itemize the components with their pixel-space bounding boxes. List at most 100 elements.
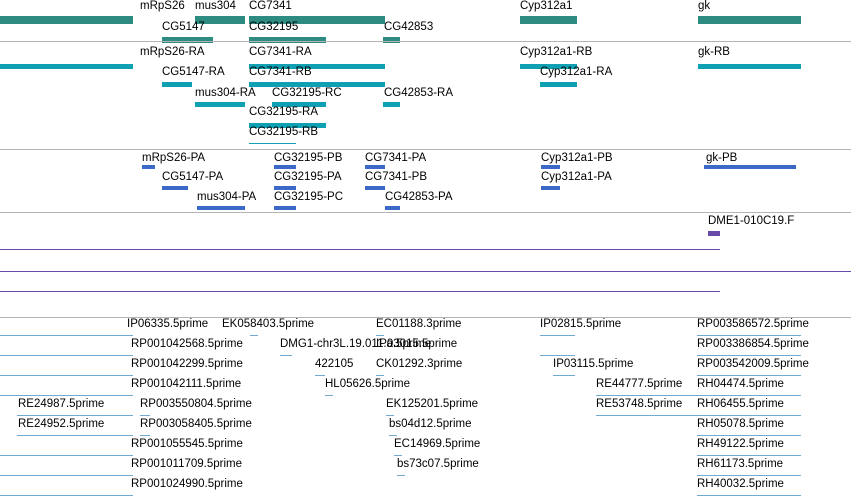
mrps26-feature[interactable] bbox=[0, 16, 133, 24]
cyp312a1-rb-feature[interactable] bbox=[520, 64, 577, 69]
ek058403-5prime-feature[interactable] bbox=[250, 335, 258, 336]
cg5147-ra-feature[interactable] bbox=[162, 82, 192, 87]
cg32195-rc-label: CG32195-RC bbox=[272, 87, 342, 99]
bs73c07-5prime-label: bs73c07.5prime bbox=[397, 458, 479, 470]
rp001011709-5prime-feature[interactable] bbox=[0, 475, 133, 476]
cg32195-feature[interactable] bbox=[249, 37, 326, 43]
cg42853-feature[interactable] bbox=[383, 37, 400, 43]
re53748-5prime-label: RE53748.5prime bbox=[596, 398, 683, 410]
rp001055545-5prime-label: RP001055545.5prime bbox=[131, 438, 243, 450]
rh06455-5prime-feature[interactable] bbox=[697, 415, 801, 416]
cg7341-ra-feature[interactable] bbox=[249, 64, 385, 69]
mrps26-ra-feature[interactable] bbox=[0, 64, 133, 69]
cg32195-ra-feature[interactable] bbox=[249, 123, 326, 128]
dmg1-chr3l-19-011-a-5prime-feature[interactable] bbox=[280, 355, 292, 356]
cyp312a1-ra-feature[interactable] bbox=[540, 82, 577, 87]
cg5147-ra-label: CG5147-RA bbox=[162, 66, 225, 78]
cg7341-pb-feature[interactable] bbox=[365, 186, 385, 190]
rp001042299-5prime-feature[interactable] bbox=[0, 375, 133, 376]
bs73c07-5prime-feature[interactable] bbox=[397, 475, 405, 476]
cyp312a1-pb-label: Cyp312a1-PB bbox=[541, 152, 613, 164]
cg5147-pa-feature[interactable] bbox=[162, 186, 188, 190]
rp001055545-5prime-feature[interactable] bbox=[0, 455, 133, 456]
gk-feature[interactable] bbox=[698, 16, 801, 24]
re24952-5prime-label: RE24952.5prime bbox=[18, 418, 105, 430]
hl05626-5prime-label: HL05626.5prime bbox=[325, 378, 411, 390]
rh04474-5prime-feature[interactable] bbox=[697, 395, 801, 396]
cyp312a1-pa-feature[interactable] bbox=[541, 186, 560, 190]
gk-pb-feature[interactable] bbox=[704, 165, 796, 169]
ck01292-3prime-label: CK01292.3prime bbox=[376, 358, 463, 370]
protein-track: mRpS26-PA CG5147-PA mus304-PA CG32195-PB CG3… bbox=[0, 150, 851, 212]
ip03115-5prime-feature[interactable] bbox=[553, 375, 575, 376]
rp003542009-5prime-label: RP003542009.5prime bbox=[697, 358, 809, 370]
ip02815-5prime-label: IP02815.5prime bbox=[540, 318, 622, 330]
rp001042111-5prime-feature[interactable] bbox=[0, 395, 133, 396]
mus304-pa-feature[interactable] bbox=[197, 206, 245, 210]
ip03015-5prime-feature[interactable] bbox=[540, 355, 575, 356]
rp001042568-5prime-feature[interactable] bbox=[0, 355, 133, 356]
rh40032-5prime-feature[interactable] bbox=[697, 495, 801, 496]
cg32195-pb-feature[interactable] bbox=[274, 165, 296, 169]
mus304-feature[interactable] bbox=[195, 16, 245, 24]
cg42853-pa-feature[interactable] bbox=[385, 206, 400, 210]
cyp312a1-feature[interactable] bbox=[520, 16, 577, 24]
ip06335-5prime-feature[interactable] bbox=[0, 335, 133, 336]
gk-label: gk bbox=[698, 0, 711, 12]
rp003058405-5prime-feature[interactable] bbox=[140, 435, 150, 436]
re24952-5prime-feature[interactable] bbox=[17, 435, 133, 436]
mrna-track: mRpS26-RA CG5147-RA mus304-RA CG7341-RA CG73… bbox=[0, 42, 851, 149]
rp003386854-5prime-feature[interactable] bbox=[697, 355, 801, 356]
rp001024990-5prime-feature[interactable] bbox=[0, 495, 133, 496]
rh49122-5prime-label: RH49122.5prime bbox=[697, 438, 784, 450]
cg32195-pc-feature[interactable] bbox=[274, 206, 296, 210]
cg7341-pa-feature[interactable] bbox=[365, 165, 385, 169]
rh04474-5prime-label: RH04474.5prime bbox=[697, 378, 784, 390]
ck01292-3prime-feature[interactable] bbox=[376, 375, 384, 376]
re24987-5prime-feature[interactable] bbox=[17, 415, 133, 416]
cg7341-rb-feature[interactable] bbox=[249, 82, 385, 87]
rp003586572-5prime-label: RP003586572.5prime bbox=[697, 318, 809, 330]
est-track: IP06335.5prime EK058403.5prime EC01188.3pr… bbox=[0, 318, 851, 501]
mrps26-pa-label: mRpS26-PA bbox=[142, 152, 206, 164]
mrps26-pa-feature[interactable] bbox=[142, 165, 155, 169]
rp003550804-5prime-feature[interactable] bbox=[140, 415, 150, 416]
ec14969-5prime-feature[interactable] bbox=[394, 455, 402, 456]
rp003542009-5prime-feature[interactable] bbox=[697, 375, 801, 376]
gk-rb-feature[interactable] bbox=[698, 64, 801, 69]
cg32195-pa-label: CG32195-PA bbox=[274, 171, 342, 183]
cg32195-pa-feature[interactable] bbox=[274, 186, 296, 190]
ek125201-5prime-feature[interactable] bbox=[386, 415, 394, 416]
hl05626-5prime-feature[interactable] bbox=[325, 395, 333, 396]
mus304-pa-label: mus304-PA bbox=[197, 191, 257, 203]
rh05078-5prime-label: RH05078.5prime bbox=[697, 418, 784, 430]
mus304-ra-feature[interactable] bbox=[195, 102, 245, 107]
clone-line-feature[interactable] bbox=[0, 271, 851, 272]
422105-feature[interactable] bbox=[315, 375, 325, 376]
cg7341-pb-label: CG7341-PB bbox=[365, 171, 428, 183]
cyp312a1-pb-feature[interactable] bbox=[541, 165, 560, 169]
mus304-label: mus304 bbox=[195, 0, 236, 12]
rh49122-5prime-feature[interactable] bbox=[697, 455, 801, 456]
cg42853-pa-label: CG42853-PA bbox=[385, 191, 453, 203]
rp003586572-5prime-feature[interactable] bbox=[697, 335, 801, 336]
ec14969-5prime-label: EC14969.5prime bbox=[394, 438, 481, 450]
clone-line-feature[interactable] bbox=[0, 291, 720, 292]
cg32195-rc-feature[interactable] bbox=[272, 102, 326, 107]
ek058403-5prime-label: EK058403.5prime bbox=[222, 318, 315, 330]
cg32195-ra-label: CG32195-RA bbox=[249, 106, 319, 118]
cg7341-feature[interactable] bbox=[249, 16, 385, 24]
cg5147-feature[interactable] bbox=[162, 37, 213, 43]
rh61173-5prime-feature[interactable] bbox=[697, 475, 801, 476]
bs04d12-5prime-label: bs04d12.5prime bbox=[389, 418, 472, 430]
ip02815-5prime-feature[interactable] bbox=[540, 335, 575, 336]
rh05078-5prime-feature[interactable] bbox=[697, 435, 801, 436]
track-separator bbox=[0, 41, 851, 42]
cg32195-rb-feature[interactable] bbox=[249, 143, 296, 144]
cg42853-ra-feature[interactable] bbox=[383, 102, 400, 107]
dme1-010c19-f-feature[interactable] bbox=[708, 231, 720, 236]
bs04d12-5prime-feature[interactable] bbox=[389, 435, 397, 436]
clone-line-feature[interactable] bbox=[0, 249, 720, 250]
ec01188-3prime-feature[interactable] bbox=[376, 335, 384, 336]
cg42853-label: CG42853 bbox=[384, 21, 434, 33]
